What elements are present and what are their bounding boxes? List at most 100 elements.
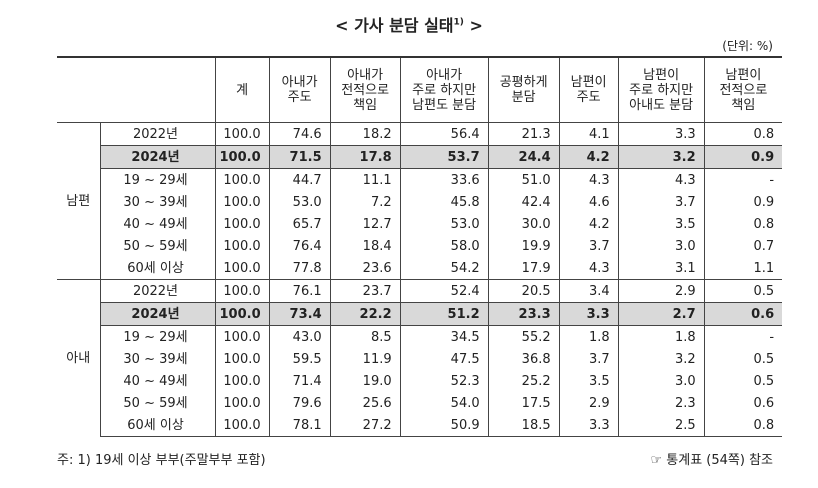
value-cell: 3.5 bbox=[617, 213, 705, 235]
value-cell: 34.5 bbox=[399, 325, 489, 348]
header-line: 전적으로 bbox=[341, 82, 390, 98]
column-header: 계 bbox=[214, 57, 270, 123]
value-cell: 3.3 bbox=[558, 414, 619, 437]
row: 60세 이상 100.0 77.8 23.6 54.2 17.9 4.3 3.1 1.1 bbox=[57, 257, 783, 280]
row: 남편 2022년 100.0 74.6 18.2 56.4 21.3 4.1 3.3 0.8 bbox=[57, 122, 783, 280]
value-cell: 53.7 bbox=[399, 145, 489, 169]
value-cell: 0.8 bbox=[703, 122, 783, 146]
value-cell: 25.2 bbox=[487, 370, 560, 392]
row-label: 2024년 bbox=[99, 145, 215, 169]
value-cell: 24.4 bbox=[487, 145, 560, 169]
row: 2024년 100.0 73.4 22.2 51.2 23.3 3.3 2.7 0.6 bbox=[57, 302, 783, 326]
value-cell: 76.4 bbox=[268, 235, 331, 257]
value-cell: 3.7 bbox=[617, 191, 705, 213]
value-cell: 0.5 bbox=[703, 348, 783, 370]
row: 50 ~ 59세 100.0 76.4 18.4 58.0 19.9 3.7 3.0 0.7 bbox=[57, 235, 783, 257]
value-cell: 1.8 bbox=[617, 325, 705, 348]
column-header: 남편이 주로 하지만 아내도 분담 bbox=[617, 57, 705, 123]
value-cell: 56.4 bbox=[399, 122, 489, 146]
value-cell: 17.5 bbox=[487, 392, 560, 414]
value-cell: 18.2 bbox=[329, 122, 401, 146]
value-cell: 36.8 bbox=[487, 348, 560, 370]
value-cell: 4.3 bbox=[617, 168, 705, 191]
column-header: 아내가 전적으로 책임 bbox=[329, 57, 401, 123]
row: 50 ~ 59세 100.0 79.6 25.6 54.0 17.5 2.9 2.3 0.6 bbox=[57, 392, 783, 414]
value-cell: 30.0 bbox=[487, 213, 560, 235]
value-cell: 73.4 bbox=[268, 302, 331, 326]
value-cell: 3.3 bbox=[617, 122, 705, 146]
row-label: 2022년 bbox=[99, 122, 215, 146]
header-line: 주로 하지만 bbox=[629, 82, 694, 98]
value-cell: 23.3 bbox=[487, 302, 560, 326]
value-cell: 20.5 bbox=[487, 279, 560, 303]
footnote: 주: 1) 19세 이상 부부(주말부부 포함) bbox=[57, 453, 266, 468]
value-cell: 4.1 bbox=[558, 122, 619, 146]
value-cell: 52.3 bbox=[399, 370, 489, 392]
value-cell: 4.3 bbox=[558, 168, 619, 191]
header-line: 책임 bbox=[731, 97, 756, 113]
value-cell: 18.5 bbox=[487, 414, 560, 437]
row-label: 50 ~ 59세 bbox=[99, 392, 215, 414]
value-cell: 50.9 bbox=[399, 414, 489, 437]
value-cell: 55.2 bbox=[487, 325, 560, 348]
header-line: 공평하게 bbox=[499, 75, 548, 90]
header-line: 아내가 bbox=[347, 67, 384, 83]
row: 아내 2022년 100.0 76.1 23.7 52.4 20.5 3.4 2.9 0.5 bbox=[57, 279, 783, 437]
header-line: 남편이 bbox=[643, 67, 680, 83]
value-cell: 79.6 bbox=[268, 392, 331, 414]
row: 30 ~ 39세 100.0 59.5 11.9 47.5 36.8 3.7 3.2 0.5 bbox=[57, 348, 783, 370]
value-cell: 4.2 bbox=[558, 213, 619, 235]
value-cell: 100.0 bbox=[214, 392, 270, 414]
value-cell: 4.3 bbox=[558, 257, 619, 280]
value-cell: 100.0 bbox=[214, 213, 270, 235]
value-cell: 71.4 bbox=[268, 370, 331, 392]
value-cell: 2.7 bbox=[617, 302, 705, 326]
header-line: 남편이 bbox=[725, 67, 762, 83]
value-cell: 23.7 bbox=[329, 279, 401, 303]
value-cell: 8.5 bbox=[329, 325, 401, 348]
value-cell: 0.7 bbox=[703, 235, 783, 257]
value-cell: 0.8 bbox=[703, 213, 783, 235]
value-cell: 53.0 bbox=[399, 213, 489, 235]
value-cell: 77.8 bbox=[268, 257, 331, 280]
value-cell: 19.0 bbox=[329, 370, 401, 392]
header-line: 주도 bbox=[576, 90, 601, 105]
value-cell: 54.0 bbox=[399, 392, 489, 414]
value-cell: 21.3 bbox=[487, 122, 560, 146]
value-cell: 3.0 bbox=[617, 235, 705, 257]
header-line: 남편이 bbox=[570, 75, 607, 90]
row: 2024년 100.0 71.5 17.8 53.7 24.4 4.2 3.2 0.9 bbox=[57, 145, 783, 169]
value-cell: 17.9 bbox=[487, 257, 560, 280]
group-label: 남편 bbox=[57, 122, 100, 280]
group: 아내 2022년 100.0 76.1 23.7 52.4 20.5 3.4 2.9 0.5 202… bbox=[57, 279, 783, 437]
value-cell: 3.5 bbox=[558, 370, 619, 392]
value-cell: 100.0 bbox=[214, 235, 270, 257]
value-cell: 2.3 bbox=[617, 392, 705, 414]
row-label: 19 ~ 29세 bbox=[99, 168, 215, 191]
value-cell: 59.5 bbox=[268, 348, 331, 370]
value-cell: 1.1 bbox=[703, 257, 783, 280]
value-cell: 3.7 bbox=[558, 348, 619, 370]
row-label: 60세 이상 bbox=[99, 257, 215, 280]
header-row: 계 아내가 주도 아내가 전적으로 책임 아내가 주로 하지만 남편도 분담 공평하게 분담 남편이 주… bbox=[57, 57, 783, 123]
row-label: 2024년 bbox=[99, 302, 215, 326]
header-line: 아내도 분담 bbox=[629, 97, 694, 113]
row: 40 ~ 49세 100.0 65.7 12.7 53.0 30.0 4.2 3.5 0.8 bbox=[57, 213, 783, 235]
header-line: 아내가 bbox=[281, 75, 318, 90]
value-cell: 71.5 bbox=[268, 145, 331, 169]
value-cell: 18.4 bbox=[329, 235, 401, 257]
value-cell: 27.2 bbox=[329, 414, 401, 437]
value-cell: 12.7 bbox=[329, 213, 401, 235]
unit: (단위: %) bbox=[722, 39, 773, 53]
header-line: 아내가 bbox=[426, 67, 463, 83]
value-cell: 3.1 bbox=[617, 257, 705, 280]
value-cell: 0.8 bbox=[703, 414, 783, 437]
column-header: 남편이 전적으로 책임 bbox=[703, 57, 783, 123]
group: 남편 2022년 100.0 74.6 18.2 56.4 21.3 4.1 3.3 0.8 202… bbox=[57, 122, 783, 280]
value-cell: 3.3 bbox=[558, 302, 619, 326]
row-label: 40 ~ 49세 bbox=[99, 213, 215, 235]
row-label: 2022년 bbox=[99, 279, 215, 303]
value-cell: 0.9 bbox=[703, 145, 783, 169]
title-note: 1) bbox=[453, 17, 464, 28]
